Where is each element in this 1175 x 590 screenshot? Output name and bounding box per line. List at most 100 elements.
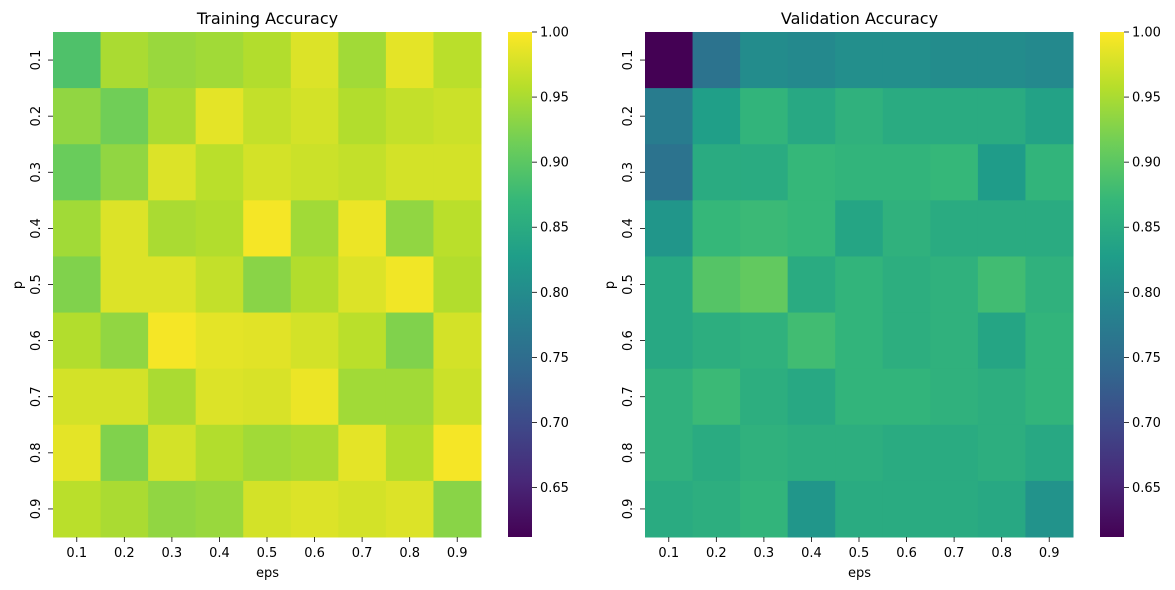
heatmap-cell <box>882 32 931 89</box>
heatmap-cell <box>290 368 339 426</box>
heatmap-cell <box>645 144 694 201</box>
heatmap-cell <box>930 424 979 482</box>
y-axis-ticks: 0.1 0.2 0.3 0.4 0.5 0.6 0.7 0.8 0.9 <box>621 50 645 519</box>
colorbar-tick-label: 0.85 <box>540 221 569 236</box>
heatmap-cell <box>882 480 931 538</box>
heatmap-cell <box>977 312 1026 370</box>
heatmap-cell <box>977 144 1026 201</box>
heatmap-cell <box>882 256 931 314</box>
heatmap-cell <box>290 200 339 257</box>
colorbar-tick-label: 0.65 <box>1132 481 1161 496</box>
x-tick-label: 0.7 <box>944 546 965 561</box>
chart-title: Validation Accuracy <box>781 9 938 28</box>
heatmap-cell <box>645 480 694 538</box>
x-tick-label: 0.5 <box>257 546 278 561</box>
heatmap-cell <box>243 32 292 89</box>
heatmap-cell <box>433 368 482 426</box>
heatmap-cell <box>977 424 1026 482</box>
heatmap-cell <box>195 88 244 145</box>
heatmap-cell <box>433 200 482 257</box>
heatmap-cell <box>930 256 979 314</box>
colorbar-tick-label: 0.75 <box>1132 351 1161 366</box>
heatmap-cell <box>645 312 694 370</box>
heatmap-cell <box>338 32 387 89</box>
heatmap-cell <box>882 368 931 426</box>
heatmap-cell <box>930 368 979 426</box>
heatmap-cell <box>385 480 434 538</box>
heatmap-cell <box>740 144 789 201</box>
heatmap-cell <box>692 32 741 89</box>
heatmap-cell <box>930 144 979 201</box>
y-tick-label: 0.4 <box>621 218 636 239</box>
heatmap-cell <box>100 368 149 426</box>
y-tick-label: 0.7 <box>621 386 636 407</box>
heatmap-cell <box>243 88 292 145</box>
colorbar-tick-label: 0.65 <box>540 481 569 496</box>
heatmap-cell <box>53 368 102 426</box>
y-tick-label: 0.2 <box>621 106 636 127</box>
heatmap-cell <box>433 32 482 89</box>
heatmap-cell <box>835 200 884 257</box>
colorbar-tick-label: 0.90 <box>540 156 569 171</box>
y-tick-label: 0.4 <box>29 218 44 239</box>
heatmap-cell <box>787 32 836 89</box>
heatmap-cell <box>195 368 244 426</box>
colorbar-tick-label: 0.80 <box>540 286 569 301</box>
y-tick-label: 0.7 <box>29 386 44 407</box>
heatmap-cell <box>692 480 741 538</box>
heatmap-cell <box>338 88 387 145</box>
heatmap-cell <box>148 312 197 370</box>
heatmap-cell <box>1025 480 1074 538</box>
colorbar <box>508 32 532 537</box>
heatmap-cell <box>148 32 197 89</box>
heatmap-cell <box>243 480 292 538</box>
heatmap-cell <box>148 144 197 201</box>
heatmap-cell <box>1025 368 1074 426</box>
x-tick-label: 0.9 <box>1039 546 1060 561</box>
heatmap-cell <box>645 368 694 426</box>
heatmap-cell <box>787 312 836 370</box>
heatmap-cell <box>1025 32 1074 89</box>
heatmap-cell <box>433 144 482 201</box>
heatmap-cell <box>692 200 741 257</box>
validation-accuracy-panel: Validation Accuracy 0.1 0.2 0.3 0.4 0.5 0.6 0.… <box>603 9 1161 581</box>
heatmap-cell <box>433 424 482 482</box>
heatmap-cell <box>1025 312 1074 370</box>
y-tick-label: 0.6 <box>29 330 44 351</box>
heatmap-cell <box>53 424 102 482</box>
y-tick-label: 0.3 <box>29 162 44 183</box>
heatmap-cell <box>53 32 102 89</box>
heatmap-cell <box>195 480 244 538</box>
heatmap-cell <box>977 480 1026 538</box>
y-axis-label: p <box>603 281 618 289</box>
heatmap-cell <box>740 200 789 257</box>
heatmap-cell <box>930 312 979 370</box>
heatmap-cell <box>148 368 197 426</box>
heatmap-cell <box>645 88 694 145</box>
x-tick-label: 0.8 <box>399 546 420 561</box>
heatmap-cell <box>53 312 102 370</box>
heatmap-cell <box>835 312 884 370</box>
heatmap-cell <box>53 256 102 314</box>
heatmap-cell <box>645 256 694 314</box>
heatmap-cell <box>338 144 387 201</box>
colorbar-tick-label: 0.90 <box>1132 156 1161 171</box>
x-axis-label: eps <box>256 566 279 581</box>
heatmap-cell <box>930 480 979 538</box>
heatmap-cell <box>740 368 789 426</box>
training-accuracy-panel: Training Accuracy 0.1 0.2 0.3 0.4 0.5 0.6 0.7 0… <box>11 9 569 581</box>
colorbar-tick-label: 0.70 <box>1132 416 1161 431</box>
heatmap-cell <box>787 368 836 426</box>
heatmap-cell <box>243 368 292 426</box>
heatmap-cell <box>243 312 292 370</box>
x-tick-label: 0.7 <box>352 546 373 561</box>
heatmap-cell <box>835 424 884 482</box>
colorbar-tick-label: 0.95 <box>540 91 569 106</box>
heatmap-cell <box>740 256 789 314</box>
colorbar-tick-label: 1.00 <box>1132 26 1161 41</box>
heatmap-cell <box>882 144 931 201</box>
heatmap-cell <box>977 88 1026 145</box>
heatmap-cell <box>740 32 789 89</box>
heatmap-cell <box>100 144 149 201</box>
colorbar-tick-label: 0.80 <box>1132 286 1161 301</box>
